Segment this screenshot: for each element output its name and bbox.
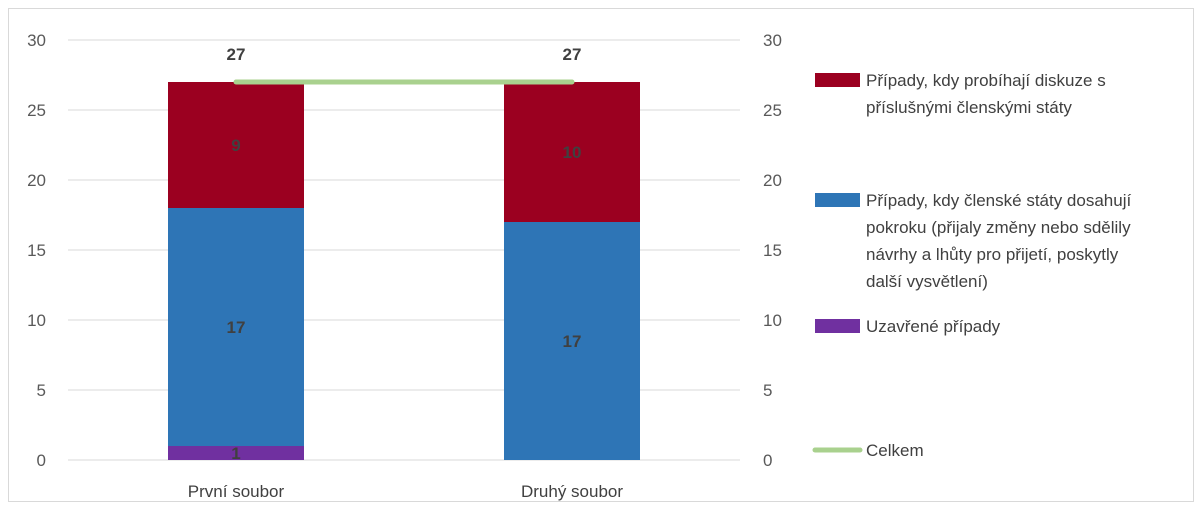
legend-label: Případy, kdy probíhají diskuze s	[866, 71, 1106, 90]
data-label: 1	[231, 444, 240, 463]
legend-label: návrhy a lhůty pro přijetí, poskytly	[866, 245, 1119, 264]
secondary-y-tick-label: 10	[763, 311, 782, 330]
y-tick-label: 20	[27, 171, 46, 190]
bar-segment	[504, 222, 640, 460]
secondary-y-tick-label: 15	[763, 241, 782, 260]
bar-segment	[168, 208, 304, 446]
bar-segment	[168, 82, 304, 208]
total-label: 27	[227, 45, 246, 64]
legend-label: příslušnými členskými státy	[866, 98, 1072, 117]
secondary-y-tick-label: 5	[763, 381, 772, 400]
legend-label: pokroku (přijaly změny nebo sdělily	[866, 218, 1131, 237]
x-category-label: Druhý soubor	[521, 482, 623, 501]
bar-segment	[168, 446, 304, 460]
bar-segment	[504, 82, 640, 222]
data-label: 10	[563, 143, 582, 162]
secondary-y-tick-label: 25	[763, 101, 782, 120]
x-category-label: První soubor	[188, 482, 285, 501]
secondary-y-tick-label: 20	[763, 171, 782, 190]
data-label: 17	[563, 332, 582, 351]
data-label: 9	[231, 136, 240, 155]
legend-swatch	[815, 319, 860, 333]
secondary-y-tick-label: 0	[763, 451, 772, 470]
total-label: 27	[563, 45, 582, 64]
y-tick-label: 5	[37, 381, 46, 400]
data-label: 17	[227, 318, 246, 337]
legend-label: Celkem	[866, 441, 924, 460]
y-tick-label: 0	[37, 451, 46, 470]
legend-label: Případy, kdy členské státy dosahují	[866, 191, 1131, 210]
y-tick-label: 30	[27, 31, 46, 50]
legend-label: Uzavřené případy	[866, 317, 1001, 336]
legend-swatch	[815, 193, 860, 207]
legend-swatch	[815, 73, 860, 87]
y-tick-label: 15	[27, 241, 46, 260]
secondary-y-tick-label: 30	[763, 31, 782, 50]
legend-label: další vysvětlení)	[866, 272, 988, 291]
y-tick-label: 25	[27, 101, 46, 120]
y-tick-label: 10	[27, 311, 46, 330]
